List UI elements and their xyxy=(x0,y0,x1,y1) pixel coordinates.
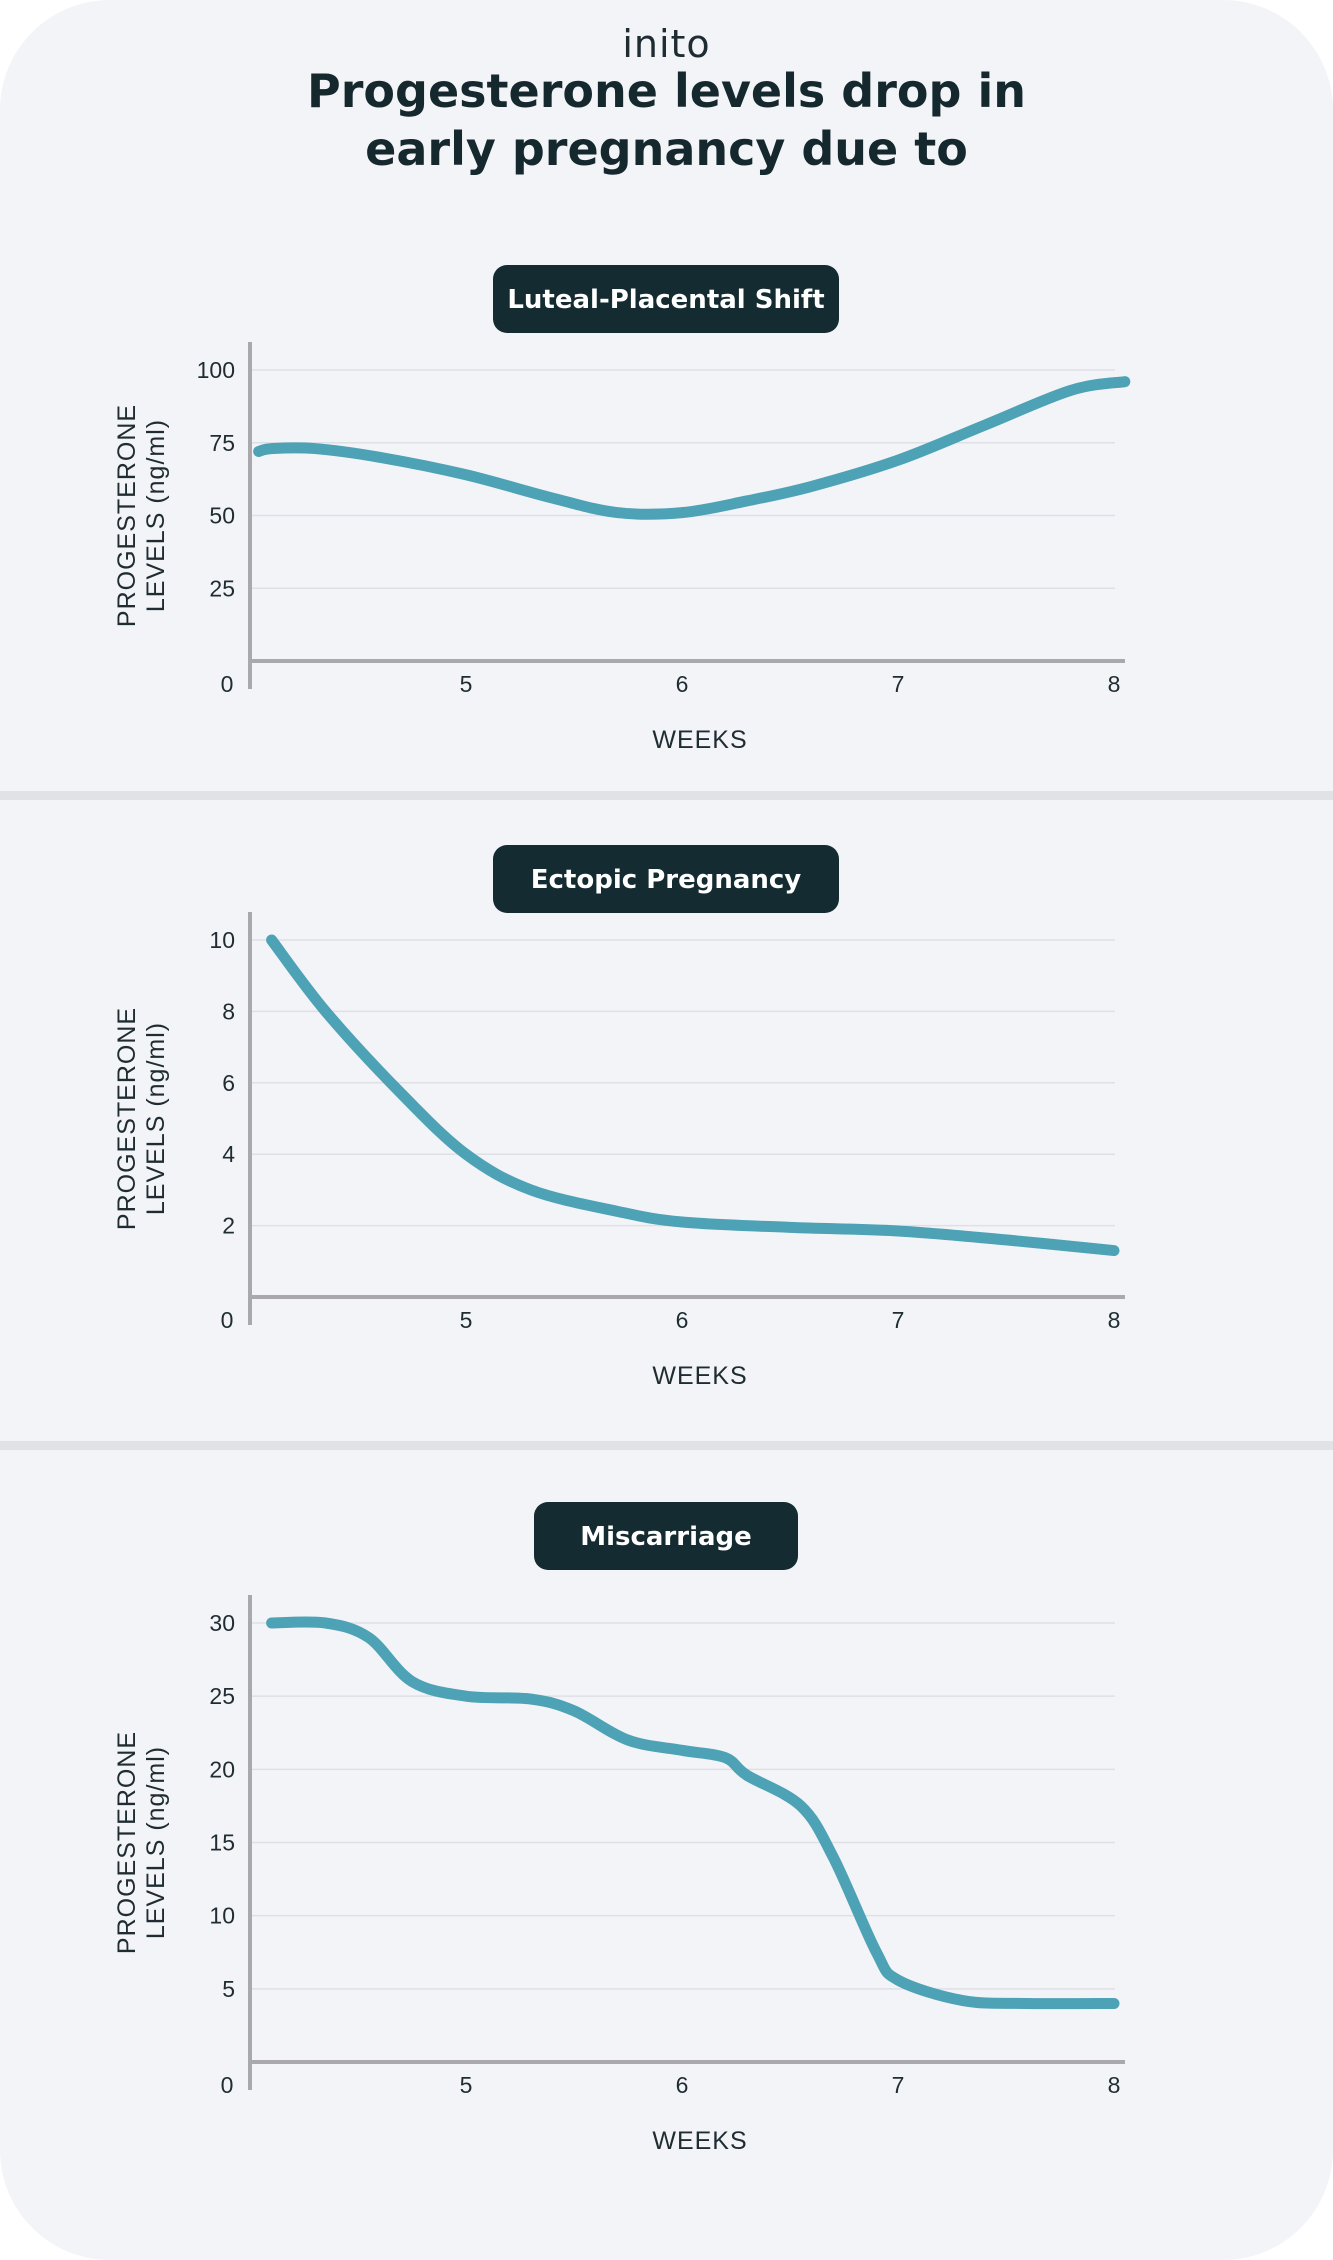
y-tick-label: 10 xyxy=(209,927,235,953)
x-axis-label: WEEKS xyxy=(652,726,747,754)
x-tick-label: 7 xyxy=(892,1307,905,1333)
chart-miscarriage: Miscarriage 5 10 15 20 25 30 0 5 6 7 8 WEEKS PROGESTE… xyxy=(113,1502,1125,2155)
x-axis-label: WEEKS xyxy=(652,2127,747,2155)
x-axis-label: WEEKS xyxy=(652,1362,747,1390)
inito-logo: inito xyxy=(622,22,711,66)
y-tick-label: 100 xyxy=(197,357,235,383)
y-axis-label-line1: PROGESTERONE xyxy=(113,404,141,627)
chart-axes xyxy=(248,342,1125,689)
x-tick-label: 5 xyxy=(460,671,473,697)
origin-label: 0 xyxy=(221,1307,234,1333)
chart-title: Miscarriage xyxy=(580,1522,752,1552)
y-tick-label: 8 xyxy=(222,998,235,1024)
section-divider xyxy=(0,791,1333,800)
series-line xyxy=(266,1616,1120,2010)
chart-luteal-placental-shift: Luteal-Placental Shift 25 50 75 100 0 5 6 7 8 WEEK… xyxy=(113,265,1131,754)
chart-axes xyxy=(248,1595,1125,2090)
y-tick-label: 5 xyxy=(222,1976,235,2002)
y-tick-label: 30 xyxy=(209,1610,235,1636)
chart-title: Ectopic Pregnancy xyxy=(531,865,802,895)
x-tick-label: 6 xyxy=(676,2072,689,2098)
x-tick-label: 8 xyxy=(1108,2072,1121,2098)
y-tick-label: 6 xyxy=(222,1070,235,1096)
x-tick-label: 7 xyxy=(892,671,905,697)
y-tick-label: 4 xyxy=(222,1141,235,1167)
chart-title-pill xyxy=(493,265,839,333)
x-tick-label: 6 xyxy=(676,1307,689,1333)
y-tick-label: 25 xyxy=(209,575,235,601)
y-tick-label: 50 xyxy=(209,503,235,529)
title-line-1: Progesterone levels drop in xyxy=(307,64,1026,118)
chart-title: Luteal-Placental Shift xyxy=(507,285,824,315)
y-axis-label-line2: LEVELS (ng/ml) xyxy=(142,419,170,612)
y-tick-label: 10 xyxy=(209,1903,235,1929)
origin-label: 0 xyxy=(221,671,234,697)
y-axis-label-line2: LEVELS (ng/ml) xyxy=(142,1746,170,1939)
series-line xyxy=(253,376,1131,520)
chart-ectopic-pregnancy: Ectopic Pregnancy 2 4 6 8 10 0 5 6 7 8 WEEKS PROGEST… xyxy=(113,845,1125,1390)
y-axis-label-line1: PROGESTERONE xyxy=(113,1731,141,1954)
y-tick-label: 15 xyxy=(209,1830,235,1856)
x-tick-label: 5 xyxy=(460,2072,473,2098)
section-divider xyxy=(0,1441,1333,1450)
y-axis-label-line1: PROGESTERONE xyxy=(113,1007,141,1230)
x-tick-label: 7 xyxy=(892,2072,905,2098)
x-tick-label: 8 xyxy=(1108,671,1121,697)
origin-label: 0 xyxy=(221,2072,234,2098)
x-tick-label: 8 xyxy=(1108,1307,1121,1333)
y-axis-label-line2: LEVELS (ng/ml) xyxy=(142,1022,170,1215)
x-tick-label: 6 xyxy=(676,671,689,697)
title-line-2: early pregnancy due to xyxy=(365,122,968,176)
series-line xyxy=(266,934,1120,1257)
page-title: Progesterone levels drop in early pregna… xyxy=(0,62,1333,178)
y-tick-label: 75 xyxy=(209,430,235,456)
chart-title-pill xyxy=(493,845,839,913)
y-tick-label: 25 xyxy=(209,1683,235,1709)
chart-title-pill xyxy=(534,1502,798,1570)
x-tick-label: 5 xyxy=(460,1307,473,1333)
y-tick-label: 2 xyxy=(222,1213,235,1239)
y-tick-label: 20 xyxy=(209,1756,235,1782)
chart-axes xyxy=(248,912,1125,1325)
